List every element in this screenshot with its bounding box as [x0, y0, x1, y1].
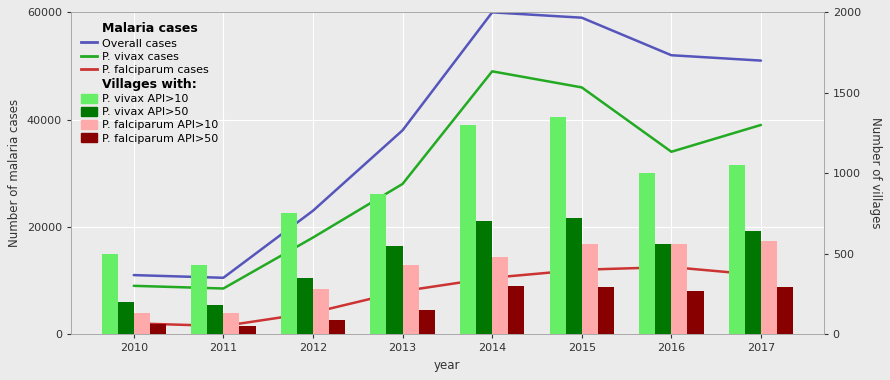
X-axis label: year: year: [434, 359, 461, 372]
Bar: [223, 313, 239, 334]
Bar: [777, 287, 793, 334]
Bar: [687, 291, 704, 334]
Bar: [598, 287, 614, 334]
Bar: [460, 125, 476, 334]
Bar: [329, 320, 345, 334]
Bar: [150, 325, 166, 334]
Bar: [508, 286, 524, 334]
Bar: [297, 278, 313, 334]
Bar: [639, 173, 655, 334]
Bar: [280, 214, 297, 334]
Bar: [207, 305, 223, 334]
Legend: Malaria cases, Overall cases, P. vivax cases, P. falciparum cases, Villages with: Malaria cases, Overall cases, P. vivax c…: [77, 18, 222, 148]
Bar: [582, 244, 598, 334]
Bar: [476, 222, 492, 334]
Bar: [729, 165, 745, 334]
Bar: [549, 117, 566, 334]
Bar: [761, 241, 777, 334]
Bar: [101, 253, 117, 334]
Y-axis label: Number of villages: Number of villages: [869, 117, 882, 229]
Bar: [655, 244, 671, 334]
Bar: [566, 218, 582, 334]
Bar: [671, 244, 687, 334]
Bar: [239, 326, 255, 334]
Bar: [418, 310, 435, 334]
Bar: [386, 245, 402, 334]
Bar: [492, 257, 508, 334]
Bar: [191, 265, 207, 334]
Bar: [117, 302, 134, 334]
Bar: [745, 231, 761, 334]
Bar: [402, 265, 418, 334]
Bar: [134, 313, 150, 334]
Bar: [370, 194, 386, 334]
Bar: [313, 289, 329, 334]
Y-axis label: Number of malaria cases: Number of malaria cases: [8, 99, 21, 247]
